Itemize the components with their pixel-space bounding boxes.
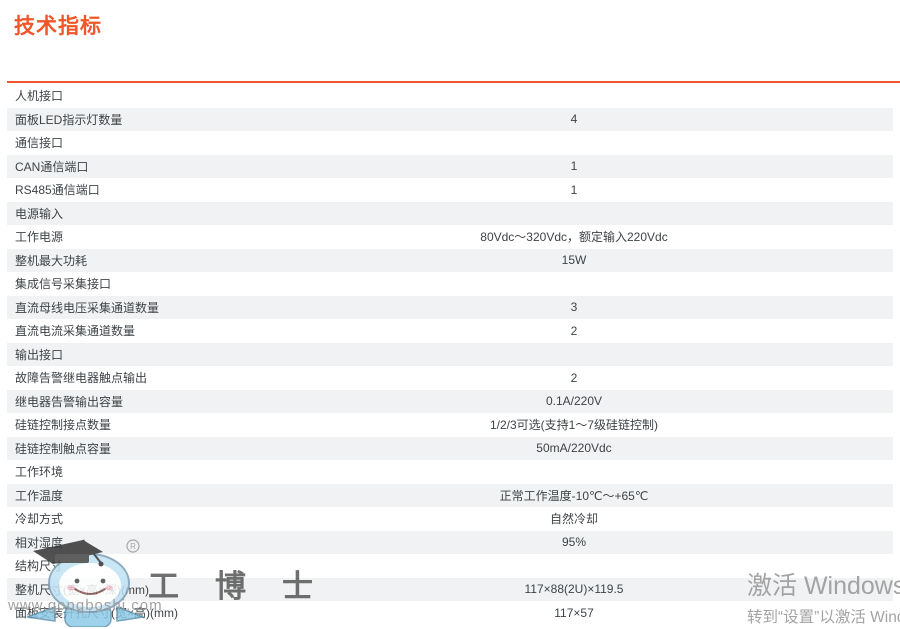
spec-value: 2: [570, 370, 578, 385]
table-row: 整机最大功耗 15W: [7, 248, 893, 272]
spec-label: 工作环境: [15, 465, 64, 480]
table-row: 硅链控制接点数量 1/2/3可选(支持1～7级硅链控制): [7, 413, 893, 437]
spec-label: 直流电流采集通道数量: [15, 324, 136, 339]
table-row: 冷却方式 自然冷却: [7, 507, 893, 531]
spec-value: 正常工作温度-10℃～+65℃: [499, 488, 649, 503]
table-row: CAN通信端口 1: [7, 154, 893, 178]
spec-label: 工作温度: [15, 488, 64, 503]
spec-label: CAN通信端口: [15, 159, 89, 174]
table-row: RS485通信端口 1: [7, 178, 893, 202]
table-row: 工作环境: [7, 460, 893, 484]
spec-label: 整机最大功耗: [15, 253, 88, 268]
table-row: 继电器告警输出容量 0.1A/220V: [7, 389, 893, 413]
spec-value: 1: [570, 182, 578, 197]
spec-label: 硅链控制接点数量: [15, 418, 112, 433]
spec-value: 95%: [561, 535, 587, 550]
spec-value: 50mA/220Vdc: [536, 441, 612, 456]
table-row: 直流母线电压采集通道数量 3: [7, 295, 893, 319]
spec-value: 0.1A/220V: [545, 394, 603, 409]
spec-value: 自然冷却: [549, 512, 598, 527]
spec-value: 1/2/3可选(支持1～7级硅链控制): [489, 418, 659, 433]
spec-table: 人机接口 面板LED指示灯数量 4 通信接口 CAN通信端口 1 RS485通信…: [7, 84, 893, 625]
spec-label: 硅链控制触点容量: [15, 441, 112, 456]
spec-value: 80Vdc～320Vdc，额定输入220Vdc: [480, 230, 668, 245]
spec-value: 4: [570, 112, 578, 127]
spec-label: 集成信号采集接口: [15, 277, 112, 292]
spec-label: 继电器告警输出容量: [15, 394, 124, 409]
spec-label: 面板安装开孔尺寸(宽×高)(mm): [15, 606, 178, 621]
table-row: 相对湿度 95%: [7, 530, 893, 554]
spec-label: 故障告警继电器触点输出: [15, 371, 148, 386]
table-row: 直流电流采集通道数量 2: [7, 319, 893, 343]
table-row: 硅链控制触点容量 50mA/220Vdc: [7, 436, 893, 460]
spec-label: 人机接口: [15, 89, 64, 104]
spec-label: 整机尺寸(宽×高×深)(mm): [15, 582, 149, 597]
page-title: 技术指标: [14, 15, 102, 38]
spec-value: 3: [570, 300, 578, 315]
spec-value: 15W: [561, 253, 587, 268]
spec-label: 直流母线电压采集通道数量: [15, 300, 160, 315]
spec-label: 面板LED指示灯数量: [15, 112, 123, 127]
spec-label: 电源输入: [15, 206, 64, 221]
table-row: 人机接口: [7, 84, 893, 108]
table-row: 电源输入: [7, 201, 893, 225]
spec-value: 1: [570, 159, 578, 174]
accent-divider: [7, 81, 900, 83]
table-row: 集成信号采集接口: [7, 272, 893, 296]
table-row: 面板安装开孔尺寸(宽×高)(mm) 117×57: [7, 601, 893, 625]
table-row: 整机尺寸(宽×高×深)(mm) 117×88(2U)×119.5: [7, 577, 893, 601]
spec-label: 工作电源: [15, 230, 64, 245]
table-row: 工作电源 80Vdc～320Vdc，额定输入220Vdc: [7, 225, 893, 249]
spec-label: 相对湿度: [15, 535, 64, 550]
table-row: 输出接口: [7, 342, 893, 366]
table-row: 故障告警继电器触点输出 2: [7, 366, 893, 390]
spec-label: 结构尺寸: [15, 559, 64, 574]
spec-value: 117×57: [554, 605, 594, 620]
table-row: 工作温度 正常工作温度-10℃～+65℃: [7, 483, 893, 507]
table-row: 通信接口: [7, 131, 893, 155]
table-row: 面板LED指示灯数量 4: [7, 107, 893, 131]
spec-value: 2: [570, 323, 578, 338]
spec-label: 输出接口: [15, 347, 64, 362]
spec-label: RS485通信端口: [15, 183, 100, 198]
spec-label: 冷却方式: [15, 512, 64, 527]
spec-label: 通信接口: [15, 136, 64, 151]
table-row: 结构尺寸: [7, 554, 893, 578]
spec-value: 117×88(2U)×119.5: [524, 582, 624, 597]
